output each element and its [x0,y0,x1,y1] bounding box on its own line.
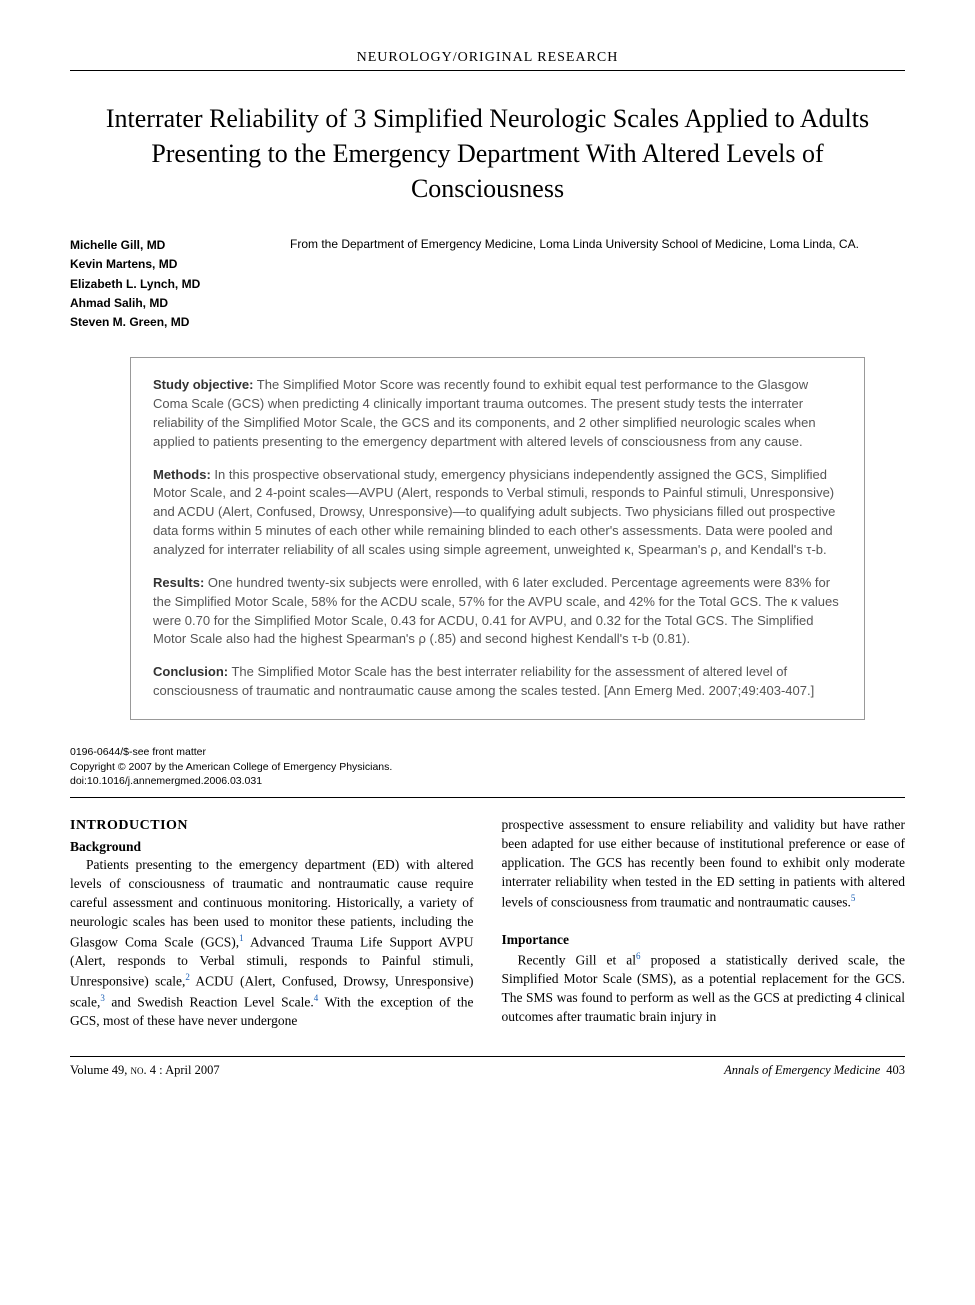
author: Steven M. Green, MD [70,313,250,332]
page-footer: Volume 49, no. 4 : April 2007 Annals of … [70,1056,905,1078]
copyright-line: 0196-0644/$-see front matter [70,745,905,760]
abstract-label: Results: [153,575,204,590]
importance-heading: Importance [502,931,906,950]
copyright-line: Copyright © 2007 by the American College… [70,760,905,775]
abstract-conclusion: Conclusion: The Simplified Motor Scale h… [153,663,842,701]
abstract-results: Results: One hundred twenty-six subjects… [153,574,842,649]
abstract-label: Methods: [153,467,211,482]
date-text: : April 2007 [156,1063,220,1077]
journal-name: of [762,1063,775,1077]
journal-name: Emergency Medicine [775,1063,880,1077]
column-left: INTRODUCTION Background Patients present… [70,816,474,1031]
abstract-text: In this prospective observational study,… [153,467,835,557]
body-paragraph: Recently Gill et al6 proposed a statisti… [502,950,906,1027]
abstract-box: Study objective: The Simplified Motor Sc… [130,357,865,720]
abstract-label: Study objective: [153,377,253,392]
footer-left: Volume 49, no. 4 : April 2007 [70,1063,220,1078]
page-number: 403 [886,1063,905,1077]
body-paragraph: prospective assessment to ensure reliabi… [502,816,906,912]
abstract-text: The Simplified Motor Score was recently … [153,377,816,449]
abstract-text: One hundred twenty-six subjects were enr… [153,575,839,647]
abstract-objective: Study objective: The Simplified Motor Sc… [153,376,842,451]
intro-heading: INTRODUCTION [70,816,474,836]
authors-list: Michelle Gill, MD Kevin Martens, MD Eliz… [70,236,250,332]
meta-row: Michelle Gill, MD Kevin Martens, MD Eliz… [70,236,905,332]
citation-ref[interactable]: 5 [851,893,856,903]
volume-text: Volume 49, [70,1063,131,1077]
body-columns: INTRODUCTION Background Patients present… [70,816,905,1031]
section-header: NEUROLOGY/ORIGINAL RESEARCH [70,50,905,71]
column-right: prospective assessment to ensure reliabi… [502,816,906,1031]
journal-name: Annals [724,1063,762,1077]
doi-line: doi:10.1016/j.annemergmed.2006.03.031 [70,774,905,789]
author: Kevin Martens, MD [70,255,250,274]
body-text: and Swedish Reaction Level Scale. [105,994,314,1009]
copyright-block: 0196-0644/$-see front matter Copyright ©… [70,745,905,789]
background-heading: Background [70,838,474,857]
affiliation: From the Department of Emergency Medicin… [290,236,905,332]
body-paragraph: Patients presenting to the emergency dep… [70,856,474,1031]
abstract-text: The Simplified Motor Scale has the best … [153,664,814,698]
footer-right: Annals of Emergency Medicine 403 [724,1063,905,1078]
abstract-methods: Methods: In this prospective observation… [153,466,842,560]
divider [70,797,905,798]
body-text: Recently Gill et al [518,952,637,967]
author: Elizabeth L. Lynch, MD [70,275,250,294]
author: Michelle Gill, MD [70,236,250,255]
abstract-label: Conclusion: [153,664,228,679]
article-title: Interrater Reliability of 3 Simplified N… [70,101,905,206]
body-text: prospective assessment to ensure reliabi… [502,817,906,909]
issue-text: no. 4 [131,1063,157,1077]
author: Ahmad Salih, MD [70,294,250,313]
